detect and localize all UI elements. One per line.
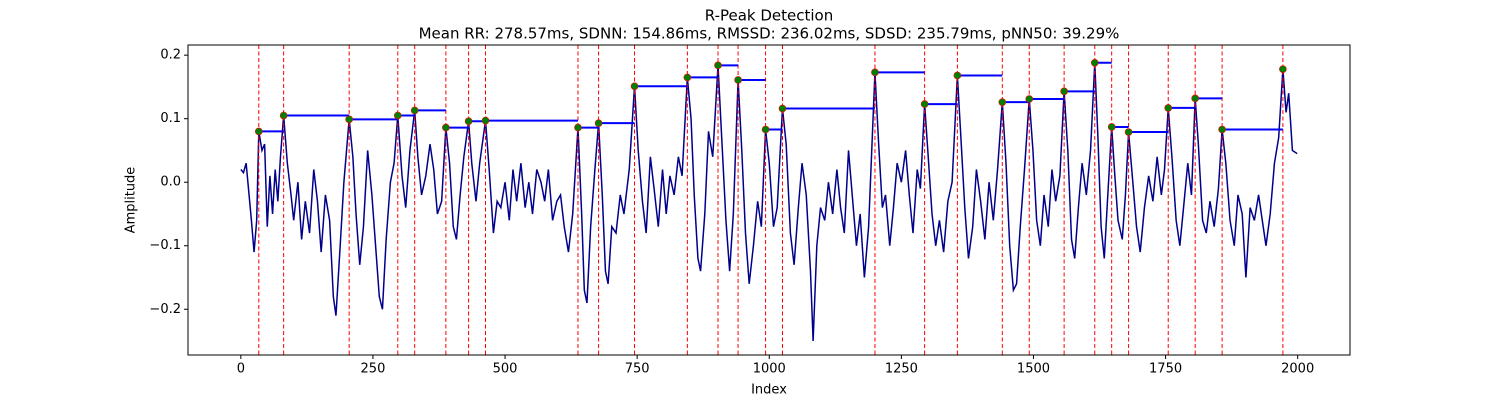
peak — [410, 106, 419, 115]
peak — [920, 100, 929, 108]
x-tick-label: 0 — [237, 362, 245, 377]
y-tick-label: 0.0 — [160, 175, 181, 190]
peak — [871, 68, 879, 77]
peak — [481, 116, 490, 125]
chart-title: R-Peak Detection — [705, 7, 833, 25]
x-tick-label: 500 — [493, 362, 518, 377]
peak — [345, 115, 353, 124]
peak — [630, 82, 639, 91]
x-tick-label: 1750 — [1149, 362, 1182, 377]
peak — [1090, 58, 1099, 67]
peak — [1124, 128, 1133, 136]
x-tick-label: 1000 — [753, 362, 786, 377]
peak — [734, 76, 742, 84]
peak — [574, 123, 582, 132]
peak — [683, 73, 692, 82]
x-tick-label: 1250 — [885, 362, 918, 377]
peak — [1279, 65, 1287, 73]
peak — [255, 127, 263, 136]
peak — [778, 104, 787, 113]
x-tick-label: 2000 — [1281, 362, 1314, 377]
y-tick-label: 0.1 — [160, 111, 181, 126]
peak — [464, 117, 473, 126]
peak — [1060, 87, 1068, 96]
y-axis-label: Amplitude — [124, 167, 139, 234]
peak — [1218, 125, 1226, 134]
peak — [761, 125, 770, 134]
peak — [442, 123, 450, 132]
x-tick-label: 750 — [625, 362, 650, 377]
chart-subtitle: Mean RR: 278.57ms, SDNN: 154.86ms, RMSSD… — [419, 25, 1120, 43]
peak — [1191, 94, 1199, 103]
peak — [1164, 104, 1173, 112]
peak — [714, 61, 722, 70]
peak — [594, 119, 603, 127]
x-axis-label: Index — [751, 383, 787, 398]
y-tick-label: −0.1 — [149, 238, 181, 253]
y-tick-label: 0.2 — [160, 48, 181, 63]
y-tick-label: −0.2 — [149, 302, 181, 317]
peak — [279, 111, 288, 120]
peak — [1107, 123, 1116, 131]
x-tick-label: 250 — [361, 362, 386, 377]
peak — [393, 111, 402, 120]
peak — [1025, 95, 1034, 103]
peak — [998, 98, 1007, 106]
plot-frame — [187, 44, 1351, 356]
signal-line — [240, 62, 1298, 342]
x-tick-label: 1500 — [1017, 362, 1050, 377]
peak — [953, 71, 962, 80]
